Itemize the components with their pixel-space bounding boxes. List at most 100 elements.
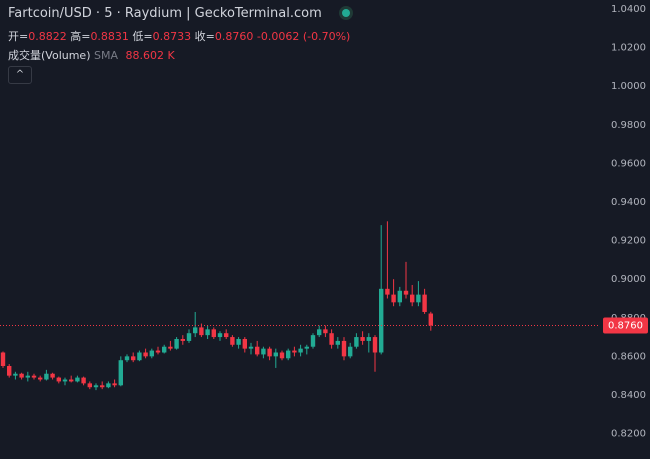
- collapse-button[interactable]: ^: [8, 66, 32, 84]
- candle-body: [180, 338, 185, 341]
- candle-body: [410, 294, 415, 303]
- candle-body: [31, 375, 37, 378]
- y-tick-label: 0.8200: [611, 429, 646, 440]
- candle-body: [286, 350, 291, 359]
- candle-body: [292, 350, 297, 353]
- candle-body: [211, 329, 216, 338]
- candle-body: [38, 377, 43, 380]
- candle-body: [13, 373, 18, 376]
- candle-body: [329, 333, 334, 345]
- change: -0.0062 (-0.70%): [256, 30, 351, 43]
- candle-body: [397, 290, 402, 303]
- y-tick-label: 1.0400: [611, 4, 646, 15]
- candle-body: [224, 333, 229, 338]
- candle-body: [19, 373, 24, 378]
- candle-body: [168, 346, 173, 349]
- candle-body: [155, 350, 161, 353]
- candle-body: [323, 329, 328, 334]
- candle-body: [56, 377, 61, 382]
- candle-body: [360, 337, 365, 341]
- candle-body: [25, 375, 30, 378]
- candle-body: [422, 294, 427, 312]
- candle-body: [279, 352, 285, 359]
- candle-body: [149, 350, 154, 357]
- candle-body: [273, 352, 278, 357]
- candle-body: [255, 346, 260, 355]
- candle-body: [143, 352, 148, 357]
- candle-body: [44, 373, 49, 380]
- candle-body: [304, 346, 309, 349]
- y-tick-label: 0.8400: [611, 390, 646, 401]
- candle-body: [242, 338, 247, 349]
- volume-line: 成交量(Volume) SMA 88.602 K: [8, 47, 175, 63]
- candle-body: [261, 348, 266, 355]
- ohlc-label: 低=: [132, 30, 153, 43]
- candle-body: [7, 366, 12, 376]
- candle-body: [62, 379, 68, 382]
- y-tick-label: 0.9000: [611, 274, 646, 285]
- y-tick-label: 0.9400: [611, 197, 646, 208]
- y-tick-label: 0.9600: [611, 158, 646, 169]
- candle-body: [106, 383, 111, 388]
- ohlc-label: 开=: [8, 30, 29, 43]
- sma-label: SMA: [94, 49, 118, 62]
- ohlc-label: 高=: [70, 30, 91, 43]
- candle-body: [416, 294, 421, 303]
- candle-body: [310, 335, 316, 347]
- candle-body: [193, 327, 198, 334]
- y-tick-label: 0.8600: [611, 351, 646, 362]
- ohlc-label: 收=: [194, 30, 215, 43]
- volume-value: 88.602 K: [125, 49, 175, 62]
- candle-body: [50, 373, 55, 378]
- candle-body: [354, 337, 359, 347]
- price-tag: [603, 317, 648, 334]
- candle-body: [93, 385, 99, 388]
- price-tag-label: 0.8760: [608, 320, 643, 331]
- candle-body: [267, 348, 272, 357]
- candle-body: [174, 338, 179, 349]
- candle-body: [112, 383, 117, 386]
- candle-body: [100, 385, 105, 388]
- ohlc-value: 0.8733: [152, 30, 192, 43]
- candle-body: [428, 313, 433, 326]
- y-tick-label: 0.9200: [611, 236, 646, 247]
- candle-body: [162, 346, 167, 353]
- candle-body: [199, 327, 204, 336]
- volume-label: 成交量(Volume): [8, 49, 91, 62]
- candle-body: [137, 352, 142, 361]
- candle-body: [391, 294, 396, 303]
- candle-body: [298, 348, 303, 353]
- candle-body: [131, 356, 136, 361]
- symbol-line: Fartcoin/USD · 5 · Raydium | GeckoTermin…: [8, 6, 350, 21]
- candle-body: [230, 337, 235, 345]
- candle-body: [217, 333, 223, 338]
- candle-body: [87, 383, 92, 388]
- candle-body: [372, 337, 378, 353]
- ohlc-line: 开=0.8822 高=0.8831 低=0.8733 收=0.8760 -0.0…: [8, 28, 350, 44]
- candle-body: [366, 337, 371, 341]
- candle-body: [186, 333, 192, 341]
- symbol: Fartcoin/USD · 5 · Raydium | GeckoTermin…: [8, 6, 322, 21]
- ohlc-value: 0.8822: [28, 30, 67, 43]
- candle-body: [335, 340, 340, 345]
- y-tick-label: 1.0000: [611, 81, 646, 92]
- candle-body: [403, 290, 409, 295]
- candle-body: [379, 288, 384, 353]
- candle-body: [341, 340, 347, 357]
- candle-body: [69, 379, 74, 382]
- candle-body: [205, 329, 210, 336]
- candle-body: [124, 356, 130, 361]
- candle-body: [385, 288, 390, 295]
- candle-body: [75, 377, 80, 382]
- y-tick-label: 1.0200: [611, 43, 646, 54]
- ohlc-value: 0.8760: [214, 30, 254, 43]
- candle-body: [248, 346, 254, 349]
- y-tick-label: 0.9800: [611, 120, 646, 131]
- ohlc-value: 0.8831: [90, 30, 129, 43]
- status-dot: [341, 9, 350, 17]
- candle-body: [236, 338, 241, 345]
- candle-body: [118, 360, 123, 386]
- candle-body: [317, 329, 322, 336]
